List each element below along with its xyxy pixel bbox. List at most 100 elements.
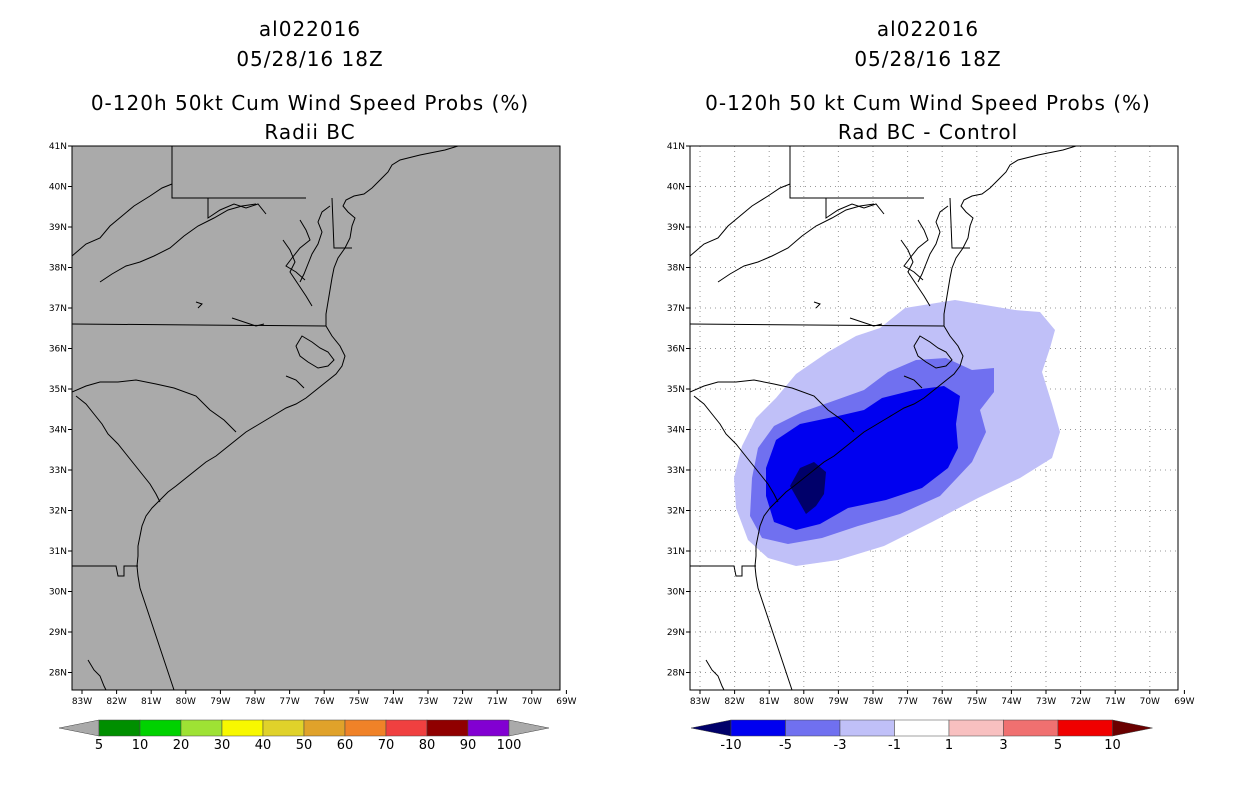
lat-label: 35N — [667, 385, 685, 395]
right-map-frame — [689, 145, 1179, 691]
colorbar-segment — [839, 719, 895, 737]
lat-label: 29N — [667, 628, 685, 638]
lon-label: 71W — [487, 697, 507, 707]
lon-label: 77W — [279, 697, 299, 707]
right-lat-labels: 41N 40N 39N 38N 37N 36N 35N 34N 33N 32N 31N 30N 29N 2… — [667, 142, 690, 679]
lat-label: 36N — [49, 345, 67, 355]
right-datetime: 05/28/16 18Z — [854, 47, 1002, 71]
lat-label: 33N — [49, 466, 67, 476]
lat-label: 33N — [667, 466, 685, 476]
lon-label: 80W — [794, 697, 814, 707]
lon-label: 78W — [863, 697, 883, 707]
lon-label: 72W — [452, 697, 472, 707]
colorbar-label: 5 — [1054, 738, 1062, 753]
lat-label: 31N — [49, 547, 67, 557]
colorbar-label: 60 — [337, 738, 354, 753]
lon-label: 83W — [72, 697, 92, 707]
colorbar-high-extend — [508, 719, 550, 737]
colorbar-segment — [262, 719, 305, 737]
colorbar-segment — [467, 719, 510, 737]
lat-label: 34N — [49, 426, 67, 436]
lon-label: 78W — [245, 697, 265, 707]
right-map-panel: 41N 40N 39N 38N 37N 36N 35N 34N 33N 32N 31N 30N 29N 2… — [667, 142, 1195, 707]
lon-label: 79W — [210, 697, 230, 707]
right-product-title: 0-120h 50 kt Cum Wind Speed Probs (%) — [705, 91, 1151, 115]
lat-label: 41N — [49, 142, 67, 152]
lon-label: 81W — [759, 697, 779, 707]
lon-label: 81W — [141, 697, 161, 707]
colorbar-low-extend — [690, 719, 732, 737]
colorbar-segment — [785, 719, 841, 737]
lat-label: 35N — [49, 385, 67, 395]
lat-label: 39N — [49, 223, 67, 233]
lon-label: 71W — [1105, 697, 1125, 707]
colorbar-label: -1 — [888, 738, 901, 753]
colorbar-label: -10 — [720, 738, 741, 753]
colorbar-label: 50 — [296, 738, 313, 753]
colorbar-label: 100 — [497, 738, 522, 753]
colorbar-segment — [385, 719, 428, 737]
lon-label: 73W — [418, 697, 438, 707]
lat-label: 38N — [49, 264, 67, 274]
colorbar-label: 80 — [419, 738, 436, 753]
left-map-frame — [71, 145, 561, 691]
colorbar-label: 10 — [132, 738, 149, 753]
colorbar-segment — [1057, 719, 1113, 737]
colorbar-segment — [426, 719, 469, 737]
lat-label: 40N — [667, 183, 685, 193]
lat-label: 30N — [667, 588, 685, 598]
colorbar-label: 20 — [173, 738, 190, 753]
left-storm-id: al022016 — [258, 17, 362, 41]
right-subtitle: Rad BC - Control — [837, 120, 1019, 144]
colorbar-segment — [344, 719, 387, 737]
colorbar-segment — [948, 719, 1004, 737]
left-map-panel: 41N 40N 39N 38N 37N 36N 35N 34N 33N 32N 31N 30N 29N 2… — [49, 142, 577, 707]
lat-label: 32N — [667, 507, 685, 517]
right-colorbar: -10 -5 -3 -1 1 3 5 10 — [690, 719, 1153, 753]
lon-label: 72W — [1070, 697, 1090, 707]
lon-label: 74W — [1001, 697, 1021, 707]
colorbar-label: 5 — [95, 738, 103, 753]
colorbar-low-extend — [58, 719, 100, 737]
colorbar-high-extend — [1112, 719, 1153, 737]
lat-label: 37N — [667, 304, 685, 314]
left-map-background — [72, 146, 560, 690]
contour-minus-10 — [790, 462, 826, 514]
left-colorbar: 5 10 20 30 40 50 60 70 80 90 100 — [58, 719, 550, 753]
colorbar-label: 70 — [378, 738, 395, 753]
left-subtitle: Radii BC — [264, 120, 356, 144]
lon-label: 82W — [106, 697, 126, 707]
right-difference-contours — [734, 300, 1060, 566]
lat-label: 28N — [667, 669, 685, 679]
lon-label: 76W — [932, 697, 952, 707]
lat-label: 40N — [49, 183, 67, 193]
right-storm-id: al022016 — [876, 17, 980, 41]
colorbar-segment — [98, 719, 141, 737]
colorbar-label: 3 — [999, 738, 1007, 753]
lon-label: 80W — [176, 697, 196, 707]
lat-label: 29N — [49, 628, 67, 638]
colorbar-label: 30 — [214, 738, 231, 753]
right-lon-labels: 83W 82W 81W 80W 79W 78W 77W 76W 75W 74W 73W 72W 71W 7… — [690, 690, 1195, 707]
lon-label: 70W — [522, 697, 542, 707]
lon-label: 70W — [1140, 697, 1160, 707]
lon-label: 75W — [349, 697, 369, 707]
colorbar-segment — [303, 719, 346, 737]
left-product-title: 0-120h 50kt Cum Wind Speed Probs (%) — [90, 91, 530, 115]
colorbar-label: 1 — [945, 738, 953, 753]
colorbar-segment — [139, 719, 182, 737]
lon-label: 75W — [967, 697, 987, 707]
lon-label: 83W — [690, 697, 710, 707]
lat-label: 34N — [667, 426, 685, 436]
lon-label: 77W — [897, 697, 917, 707]
left-lat-labels: 41N 40N 39N 38N 37N 36N 35N 34N 33N 32N 31N 30N 29N 2… — [49, 142, 72, 679]
lon-label: 79W — [828, 697, 848, 707]
lat-label: 39N — [667, 223, 685, 233]
lat-label: 41N — [667, 142, 685, 152]
lon-label: 74W — [383, 697, 403, 707]
colorbar-label: -5 — [779, 738, 792, 753]
colorbar-label: 40 — [255, 738, 272, 753]
colorbar-segment — [1003, 719, 1059, 737]
left-lon-labels: 83W 82W 81W 80W 79W 78W 77W 76W 75W 74W 73W 72W 71W 7… — [72, 690, 577, 707]
